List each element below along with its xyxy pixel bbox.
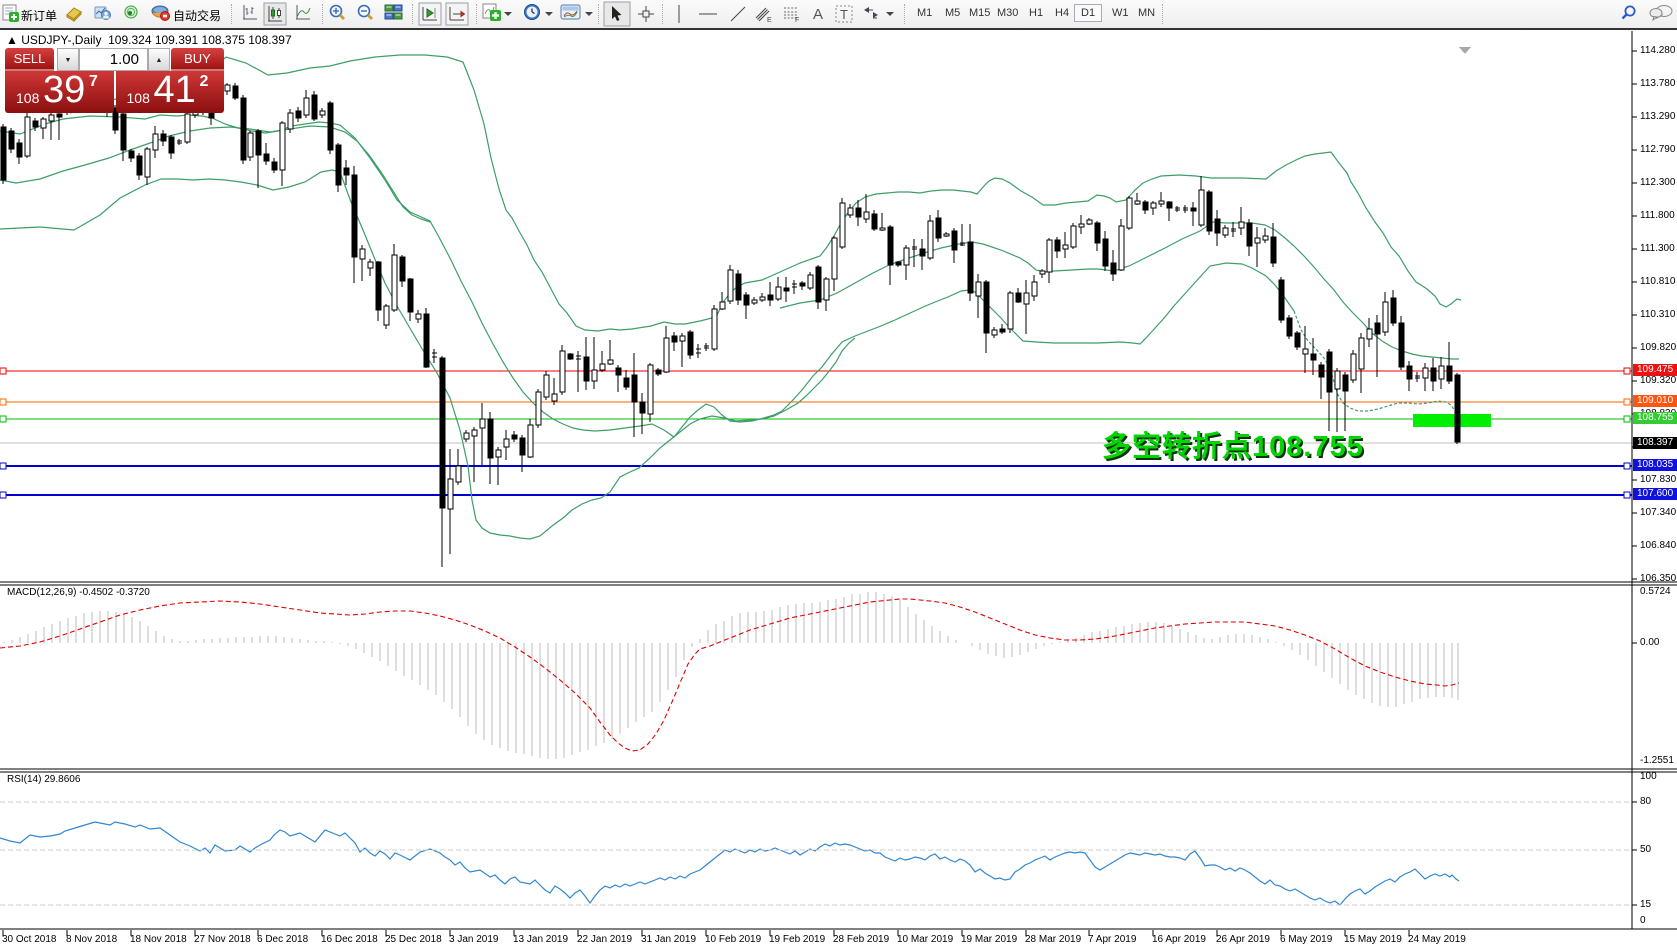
svg-text:F: F: [795, 17, 799, 24]
svg-text:E: E: [767, 17, 772, 24]
svg-text:A: A: [813, 6, 823, 23]
svg-text:T: T: [840, 7, 848, 22]
